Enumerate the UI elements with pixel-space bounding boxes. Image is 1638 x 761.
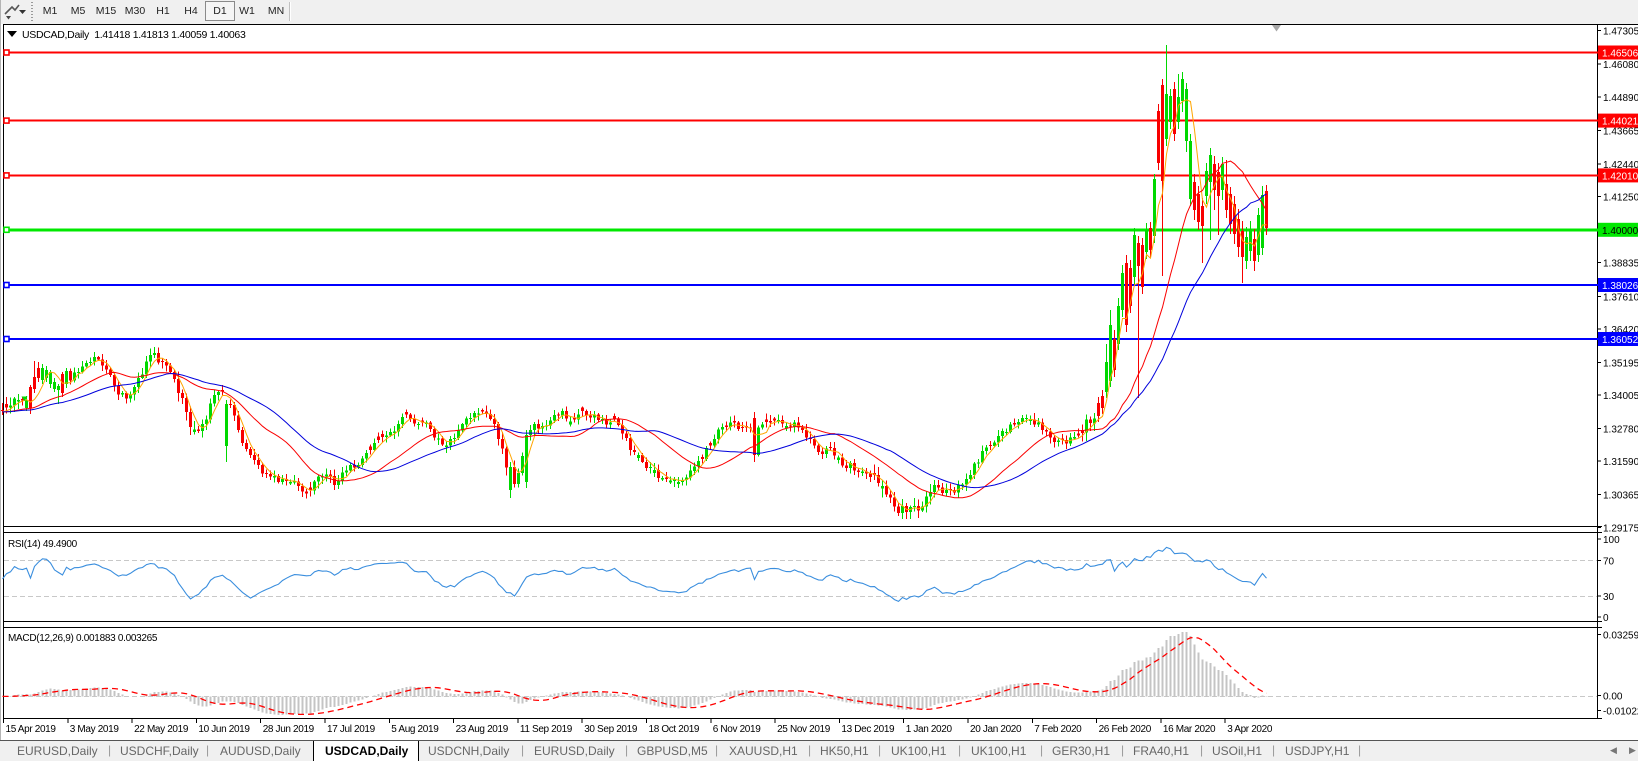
svg-text:RSI(14) 49.4900: RSI(14) 49.4900 [8, 539, 78, 550]
svg-text:15 Apr 2019: 15 Apr 2019 [6, 724, 57, 735]
svg-text:16 Mar 2020: 16 Mar 2020 [1163, 724, 1216, 735]
svg-text:1.46080: 1.46080 [1603, 60, 1638, 71]
svg-text:11 Sep 2019: 11 Sep 2019 [520, 724, 573, 735]
svg-text:1.47305: 1.47305 [1603, 27, 1638, 38]
svg-text:1.40000: 1.40000 [1602, 226, 1638, 237]
svg-text:22 May 2019: 22 May 2019 [134, 724, 189, 735]
svg-text:1.42440: 1.42440 [1603, 160, 1638, 171]
svg-text:100: 100 [1603, 535, 1620, 546]
svg-text:1.37610: 1.37610 [1603, 292, 1638, 303]
svg-text:3 May 2019: 3 May 2019 [70, 724, 120, 735]
svg-text:1.36420: 1.36420 [1603, 325, 1638, 336]
svg-text:1.41250: 1.41250 [1603, 193, 1638, 204]
svg-text:1.43665: 1.43665 [1603, 126, 1638, 137]
svg-text:3 Apr 2020: 3 Apr 2020 [1227, 724, 1273, 735]
svg-text:1.38835: 1.38835 [1603, 259, 1638, 270]
svg-text:1 Jan 2020: 1 Jan 2020 [906, 724, 953, 735]
svg-text:26 Feb 2020: 26 Feb 2020 [1099, 724, 1152, 735]
svg-text:1.46506: 1.46506 [1602, 49, 1638, 60]
svg-text:10 Jun 2019: 10 Jun 2019 [198, 724, 250, 735]
svg-text:20 Jan 2020: 20 Jan 2020 [970, 724, 1022, 735]
svg-text:1.29175: 1.29175 [1603, 523, 1638, 534]
svg-text:-0.010222: -0.010222 [1603, 707, 1638, 718]
svg-text:1.30365: 1.30365 [1603, 491, 1638, 502]
svg-text:25 Nov 2019: 25 Nov 2019 [777, 724, 831, 735]
svg-text:0.032595: 0.032595 [1603, 631, 1638, 642]
svg-text:1.44021: 1.44021 [1602, 117, 1638, 128]
svg-text:6 Nov 2019: 6 Nov 2019 [713, 724, 761, 735]
svg-text:0: 0 [1603, 613, 1609, 624]
svg-text:28 Jun 2019: 28 Jun 2019 [263, 724, 315, 735]
svg-text:30: 30 [1603, 592, 1615, 603]
svg-text:MACD(12,26,9) 0.001883 0.00326: MACD(12,26,9) 0.001883 0.003265 [8, 633, 158, 644]
svg-text:23 Aug 2019: 23 Aug 2019 [456, 724, 509, 735]
svg-text:30 Sep 2019: 30 Sep 2019 [584, 724, 638, 735]
svg-text:1.32780: 1.32780 [1603, 425, 1638, 436]
svg-text:1.35195: 1.35195 [1603, 358, 1638, 369]
svg-text:0.00: 0.00 [1603, 692, 1623, 703]
svg-text:18 Oct 2019: 18 Oct 2019 [649, 724, 700, 735]
svg-text:7 Feb 2020: 7 Feb 2020 [1034, 724, 1082, 735]
svg-text:5 Aug 2019: 5 Aug 2019 [391, 724, 439, 735]
svg-text:1.36052: 1.36052 [1602, 335, 1638, 346]
svg-text:1.42010: 1.42010 [1602, 171, 1638, 182]
svg-text:USDCAD,Daily 1.41418 1.41813: USDCAD,Daily 1.41418 1.41813 1.40059 1.4… [22, 29, 246, 41]
svg-text:70: 70 [1603, 557, 1615, 568]
svg-text:1.44890: 1.44890 [1603, 93, 1638, 104]
svg-text:17 Jul 2019: 17 Jul 2019 [327, 724, 376, 735]
svg-text:1.31590: 1.31590 [1603, 457, 1638, 468]
svg-text:1.34005: 1.34005 [1603, 391, 1638, 402]
svg-text:13 Dec 2019: 13 Dec 2019 [841, 724, 895, 735]
svg-text:1.38026: 1.38026 [1602, 281, 1638, 292]
